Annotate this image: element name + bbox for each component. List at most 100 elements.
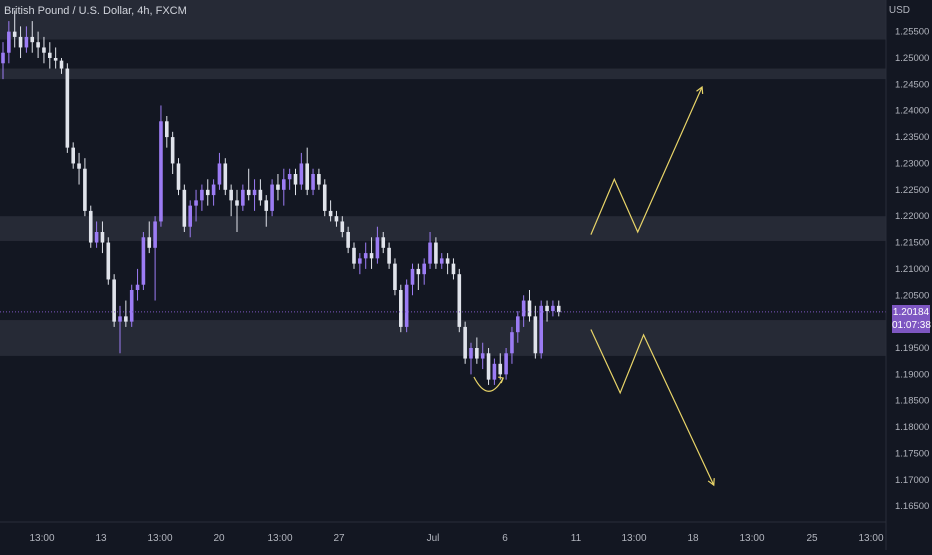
candle-body — [322, 184, 327, 211]
time-tick-label: 13:00 — [267, 533, 292, 544]
zigzag-down-arrowhead — [707, 478, 715, 487]
candle-body — [194, 200, 198, 206]
price-tick-label: 1.22500 — [895, 185, 929, 196]
candle-body — [352, 247, 356, 264]
candle-body — [42, 47, 46, 53]
candle-body — [556, 305, 561, 313]
price-tick-label: 1.21500 — [895, 238, 929, 249]
candle-body — [59, 60, 64, 69]
candle-body — [106, 242, 111, 280]
candle-body — [410, 268, 415, 285]
candle-body — [217, 163, 222, 185]
candle-body — [147, 237, 152, 248]
candle-body — [317, 174, 321, 185]
price-tick-label: 1.19500 — [895, 343, 929, 354]
candle-body — [387, 247, 391, 264]
price-tick-label: 1.20500 — [895, 290, 929, 301]
candle-body — [457, 274, 462, 327]
price-tick-label: 1.25000 — [895, 53, 929, 64]
time-tick-label: 27 — [333, 533, 345, 544]
rounding-bottom-curve — [473, 376, 504, 392]
candle-body — [83, 168, 87, 211]
candle-body — [176, 163, 181, 190]
candle-body — [521, 300, 526, 317]
candle-body — [369, 253, 374, 259]
price-tick-label: 1.18000 — [895, 422, 929, 433]
price-tick-label: 1.17000 — [895, 475, 929, 486]
price-tick-label: 1.23000 — [895, 158, 929, 169]
candle-body — [77, 163, 81, 169]
price-tick-label: 1.19000 — [895, 369, 929, 380]
candle-body — [165, 121, 169, 138]
candle-body — [170, 137, 175, 164]
candle-body — [545, 305, 549, 312]
time-tick-label: 13:00 — [29, 533, 54, 544]
candle-body — [358, 258, 362, 264]
candle-body — [533, 316, 538, 354]
price-tick-label: 1.17500 — [895, 448, 929, 459]
candle-body — [141, 237, 146, 285]
zone-rect — [0, 216, 886, 241]
time-tick-label: 13:00 — [739, 533, 764, 544]
time-axis: 13:00 13 13:00 20 13:00 27 Jul 6 11 13:00 18 13:00 2… — [0, 521, 886, 544]
candle-body — [486, 353, 491, 380]
time-tick-label: 6 — [502, 533, 508, 544]
candle-body — [375, 237, 380, 259]
time-tick-label: 18 — [687, 533, 699, 544]
zones-layer — [0, 0, 886, 356]
candle-body — [399, 290, 403, 327]
candle-body — [200, 189, 204, 201]
candle-body — [305, 163, 309, 190]
candle-body — [510, 332, 514, 354]
candle-body — [36, 42, 40, 48]
candle-body — [422, 263, 426, 275]
candle-body — [94, 232, 99, 243]
symbol-title-text: British Pound / U.S. Dollar, 4h, FXCM — [4, 5, 187, 17]
zigzag-up-path — [590, 86, 703, 235]
candle-body — [451, 263, 456, 275]
price-tick-label: 1.18500 — [895, 396, 929, 407]
candle-body — [311, 174, 315, 190]
annotations-layer — [473, 85, 715, 487]
candle-body — [381, 237, 386, 248]
candle-body — [223, 163, 228, 190]
candle-body — [416, 268, 421, 275]
candle-body — [492, 363, 497, 380]
candle-body — [12, 31, 17, 37]
candle-body — [235, 200, 239, 206]
time-tick-label: Jul — [427, 533, 440, 544]
candle-body — [551, 305, 555, 312]
curve-arrowhead — [498, 376, 504, 384]
candle-body — [293, 174, 298, 185]
candle-body — [53, 58, 58, 61]
candle-body — [363, 253, 368, 259]
candle-body — [498, 363, 503, 375]
candle-body — [463, 326, 467, 359]
zigzag-down-path — [590, 329, 715, 486]
candle-body — [527, 300, 532, 317]
candle-body — [276, 184, 280, 190]
candle-body — [246, 189, 251, 196]
current-price-tag: 1.20184 01:07:38 — [892, 305, 931, 333]
price-tick-label: 1.24000 — [895, 106, 929, 117]
candle-body — [241, 189, 245, 206]
candles-layer — [1, 10, 561, 385]
candle-body — [182, 189, 187, 227]
zone-rect — [0, 0, 886, 40]
candle-body — [48, 52, 52, 58]
candle-body — [428, 242, 432, 264]
candle-body — [539, 305, 543, 354]
candle-body — [334, 216, 339, 222]
candle-body — [211, 184, 216, 196]
candle-body — [270, 184, 274, 211]
time-tick-label: 11 — [571, 533, 582, 544]
candle-body — [393, 263, 397, 290]
candle-body — [287, 174, 292, 180]
candle-body — [258, 189, 263, 201]
candle-body — [469, 348, 473, 359]
candle-body — [124, 316, 128, 322]
candle-body — [30, 36, 35, 43]
candle-body — [346, 232, 350, 248]
